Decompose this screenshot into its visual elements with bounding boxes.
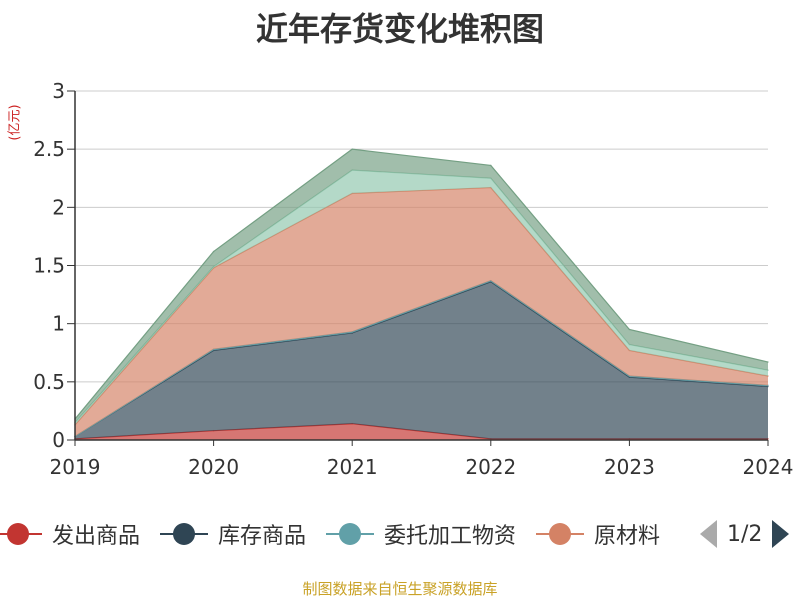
legend-label: 发出商品: [52, 524, 141, 549]
legend-page-indicator: 1/2: [727, 521, 763, 547]
legend-label: 委托加工物资: [384, 524, 517, 549]
data-source-note: 制图数据来自恒生聚源数据库: [302, 580, 498, 598]
data-point: [212, 250, 215, 253]
data-point: [351, 148, 354, 150]
legend-circle-icon: [0, 519, 42, 549]
area-series-1: [75, 281, 768, 439]
data-point: [767, 361, 769, 363]
chart-title: 近年存货变化堆积图: [255, 10, 544, 48]
y-tick-label: 1.5: [33, 254, 65, 278]
y-tick-label: 0: [52, 428, 65, 452]
legend-circle-icon: [326, 519, 375, 549]
legend-circle-icon: [160, 519, 209, 549]
x-tick-label: 2024: [743, 455, 794, 479]
y-tick-label: 2.5: [33, 137, 65, 161]
y-tick-label: 3: [52, 79, 65, 103]
legend-label: 库存商品: [218, 524, 307, 549]
y-tick-label: 1: [52, 312, 65, 336]
x-tick-label: 2020: [188, 455, 239, 479]
x-tick-label: 2021: [327, 455, 378, 479]
x-tick-label: 2023: [604, 455, 655, 479]
legend-item[interactable]: 委托加工物资: [326, 516, 516, 552]
series-line-5: [74, 148, 769, 420]
legend-circle-icon: [536, 519, 585, 549]
x-tick-label: 2022: [465, 455, 516, 479]
legend-item[interactable]: 原材料: [536, 516, 660, 552]
data-point: [490, 164, 492, 167]
legend: 发出商品 库存商品 委托加工物资 原材料: [0, 516, 690, 556]
legend-label: 原材料: [594, 524, 661, 549]
legend-item[interactable]: 发出商品: [0, 516, 140, 552]
legend-pager: 1/2: [700, 516, 790, 552]
legend-next-arrow-icon[interactable]: [772, 520, 790, 548]
legend-prev-arrow-icon[interactable]: [700, 520, 717, 548]
x-tick-label: 2019: [50, 455, 101, 479]
legend-item[interactable]: 库存商品: [160, 516, 306, 552]
y-tick-label: 0.5: [33, 370, 65, 394]
data-point: [628, 328, 631, 331]
y-tick-label: 2: [52, 195, 65, 219]
